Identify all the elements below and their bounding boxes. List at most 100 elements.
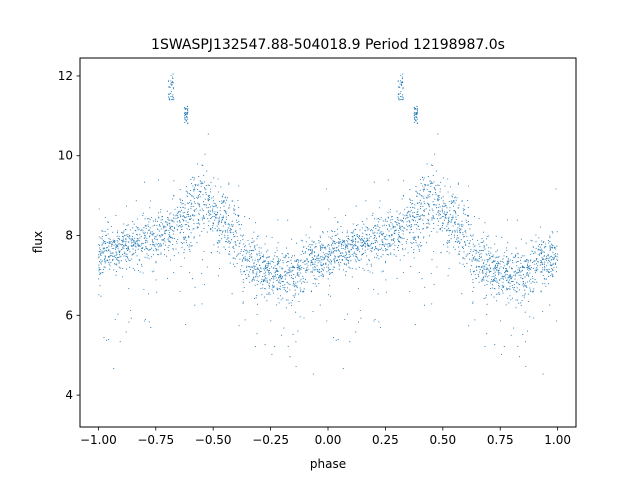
data-point [435,185,437,187]
data-point [485,295,487,297]
data-point [481,280,483,282]
data-point [170,225,172,227]
data-point [355,234,357,236]
data-point [136,263,138,265]
data-point [404,215,406,217]
data-point [378,321,380,323]
data-point [345,246,347,248]
data-point [409,211,411,213]
data-point [423,190,425,192]
data-point [483,247,485,249]
data-point [541,259,544,261]
data-point [340,225,342,228]
data-point [322,274,324,276]
data-point [426,188,428,191]
data-point [345,264,347,266]
data-point [187,202,189,205]
data-point [148,236,151,238]
data-point [526,263,528,265]
data-point [486,235,488,238]
data-point [98,270,100,272]
data-point [325,253,327,255]
data-point [370,229,372,231]
data-point [251,242,253,244]
data-point [315,243,317,245]
data-point [543,277,545,279]
data-point [440,181,442,183]
data-point [331,252,333,254]
data-point [451,217,453,219]
data-point [101,261,103,263]
data-point [356,225,358,227]
data-point [403,238,405,240]
data-point [221,195,223,197]
data-point [551,245,553,247]
data-point [500,273,502,275]
data-point [315,246,317,248]
data-point [413,106,415,109]
data-point [117,256,119,259]
data-point [208,184,210,186]
data-point [223,246,225,248]
data-point [117,241,119,243]
data-point [118,259,120,262]
data-point [280,275,282,277]
data-point [190,203,192,205]
data-point [158,254,160,256]
data-point [225,216,227,218]
data-point [308,253,311,255]
data-point [268,284,270,286]
data-point [471,259,473,261]
data-point [536,281,538,283]
data-point [390,245,392,247]
data-point [177,211,179,213]
data-point [462,208,464,210]
data-point [463,251,465,253]
data-point [486,333,488,335]
data-point [99,272,101,274]
data-point [438,210,440,212]
data-point [428,204,430,206]
data-point [347,259,350,262]
data-point [390,244,392,246]
data-point [406,212,408,214]
data-point [214,203,216,205]
data-point [473,287,475,289]
data-point [403,180,405,182]
data-point [435,204,437,206]
data-point [253,263,255,265]
data-point [514,290,516,292]
data-point [496,249,498,251]
data-point [417,236,419,238]
data-point [337,249,339,251]
data-point [501,290,504,292]
data-point [244,216,246,218]
data-point [548,275,550,277]
data-point [99,262,101,264]
data-point [398,213,400,215]
data-point [433,250,435,253]
data-point [256,283,258,285]
data-point [439,217,441,220]
data-point [447,240,449,242]
data-point [422,228,425,230]
data-point [422,189,424,191]
data-point [193,209,195,211]
data-point [397,96,399,98]
data-point [192,213,194,216]
data-point [123,255,125,257]
data-point [489,257,491,259]
data-point [149,207,151,209]
data-point [411,246,413,248]
data-point [161,235,163,237]
data-point [187,118,189,120]
data-point [269,263,271,265]
data-point [286,265,288,267]
data-point [213,202,215,204]
data-point [312,262,314,264]
data-point [108,339,110,341]
data-point [248,251,250,253]
data-point [202,182,204,184]
data-point [327,259,329,261]
data-point [212,215,214,218]
